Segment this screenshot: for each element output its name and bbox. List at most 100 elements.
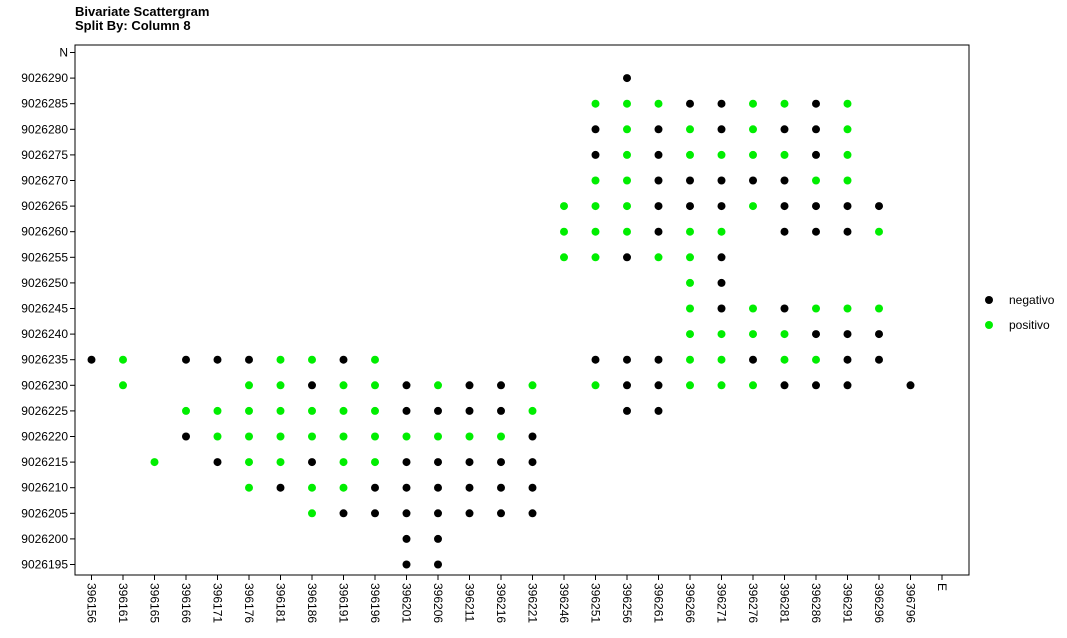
data-point bbox=[308, 458, 316, 467]
data-point bbox=[623, 176, 631, 185]
data-point bbox=[213, 432, 222, 441]
data-point bbox=[623, 125, 631, 134]
data-point bbox=[182, 355, 190, 364]
data-point bbox=[749, 304, 757, 313]
data-point bbox=[528, 432, 537, 441]
data-point bbox=[749, 150, 757, 159]
data-point bbox=[780, 355, 789, 364]
data-point bbox=[245, 381, 253, 390]
y-axis: 9026195 9026200 9026205 9026210 9026215 90262… bbox=[21, 46, 75, 572]
data-point bbox=[812, 355, 820, 364]
data-point bbox=[591, 355, 600, 364]
data-point bbox=[812, 176, 820, 185]
data-point bbox=[686, 330, 694, 339]
data-point bbox=[749, 381, 757, 390]
data-point bbox=[339, 406, 348, 415]
data-point bbox=[686, 150, 694, 159]
data-point bbox=[812, 202, 820, 211]
data-point bbox=[276, 355, 285, 364]
data-point bbox=[465, 432, 474, 441]
data-point bbox=[717, 125, 726, 134]
data-point bbox=[497, 381, 505, 390]
data-point bbox=[591, 176, 600, 185]
data-point bbox=[182, 406, 190, 415]
chart-subtitle: Split By: Column 8 bbox=[75, 18, 191, 33]
plot-frame bbox=[74, 44, 970, 576]
data-point bbox=[843, 330, 852, 339]
data-point bbox=[591, 150, 600, 159]
data-point bbox=[623, 406, 631, 415]
data-point bbox=[843, 304, 852, 313]
x-tick-label: 396201 bbox=[400, 583, 414, 623]
data-point bbox=[780, 99, 789, 108]
data-point bbox=[371, 355, 379, 364]
data-point bbox=[623, 74, 631, 83]
data-point bbox=[654, 202, 663, 211]
legend-label: negativo bbox=[1009, 293, 1055, 307]
data-point bbox=[686, 253, 694, 262]
data-point bbox=[402, 483, 411, 492]
y-tick-label: 9026195 bbox=[21, 558, 68, 572]
data-point bbox=[812, 150, 820, 159]
data-point bbox=[686, 125, 694, 134]
y-tick-label: N bbox=[59, 46, 68, 60]
y-tick-label: 9026260 bbox=[21, 225, 68, 239]
data-point bbox=[780, 202, 789, 211]
data-point bbox=[780, 330, 789, 339]
data-point bbox=[213, 355, 222, 364]
data-point bbox=[843, 381, 852, 390]
data-point bbox=[875, 202, 883, 211]
data-point bbox=[150, 458, 159, 467]
data-point bbox=[560, 202, 568, 211]
x-tick-label: 396296 bbox=[872, 583, 886, 623]
data-point bbox=[780, 125, 789, 134]
x-tick-label: 396276 bbox=[746, 583, 760, 623]
x-tick-label: 396156 bbox=[85, 583, 99, 623]
legend: negativo positivo bbox=[985, 293, 1055, 332]
data-point bbox=[119, 381, 127, 390]
data-point bbox=[339, 509, 348, 518]
data-point bbox=[560, 227, 568, 236]
data-point bbox=[434, 381, 442, 390]
data-point bbox=[371, 406, 379, 415]
data-point bbox=[654, 381, 663, 390]
data-point bbox=[749, 176, 757, 185]
data-point bbox=[812, 227, 820, 236]
x-tick-label: 396196 bbox=[368, 583, 382, 623]
data-point bbox=[308, 381, 316, 390]
x-tick-label: 396216 bbox=[494, 583, 508, 623]
legend-label: positivo bbox=[1009, 318, 1050, 332]
data-point bbox=[528, 406, 537, 415]
data-point bbox=[434, 406, 442, 415]
data-point bbox=[780, 381, 789, 390]
data-point bbox=[717, 150, 726, 159]
data-point bbox=[843, 99, 852, 108]
data-point bbox=[434, 560, 442, 569]
data-point bbox=[497, 483, 505, 492]
x-tick-label: 396211 bbox=[463, 583, 477, 622]
data-point bbox=[749, 99, 757, 108]
data-point bbox=[843, 125, 852, 134]
data-point bbox=[654, 125, 663, 134]
y-tick-label: 9026200 bbox=[21, 532, 68, 546]
data-point bbox=[497, 458, 505, 467]
data-point bbox=[749, 330, 757, 339]
data-point bbox=[654, 406, 663, 415]
data-point bbox=[339, 483, 348, 492]
data-point bbox=[812, 125, 820, 134]
data-point bbox=[213, 458, 222, 467]
data-point bbox=[812, 99, 820, 108]
data-point bbox=[812, 381, 820, 390]
x-tick-label: 396165 bbox=[148, 583, 162, 623]
x-tick-label: 396246 bbox=[557, 583, 571, 623]
data-point bbox=[717, 227, 726, 236]
x-tick-label: 396271 bbox=[715, 583, 729, 623]
data-point bbox=[686, 381, 694, 390]
data-point bbox=[686, 227, 694, 236]
x-tick-label: 396266 bbox=[683, 583, 697, 623]
data-point bbox=[402, 406, 411, 415]
y-tick-label: 9026205 bbox=[21, 506, 68, 520]
data-point bbox=[717, 176, 726, 185]
data-point bbox=[528, 483, 537, 492]
data-point bbox=[623, 150, 631, 159]
